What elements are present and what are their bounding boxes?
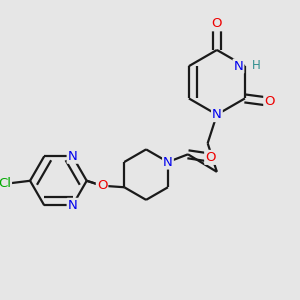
Text: N: N: [163, 155, 173, 169]
Text: N: N: [68, 150, 77, 163]
Text: O: O: [205, 151, 216, 164]
Text: O: O: [97, 179, 107, 192]
Text: H: H: [252, 59, 261, 72]
Text: N: N: [68, 199, 77, 212]
Text: N: N: [212, 108, 222, 121]
Text: Cl: Cl: [0, 177, 11, 190]
Text: O: O: [264, 95, 275, 108]
Text: O: O: [212, 17, 222, 30]
Text: N: N: [234, 60, 243, 73]
